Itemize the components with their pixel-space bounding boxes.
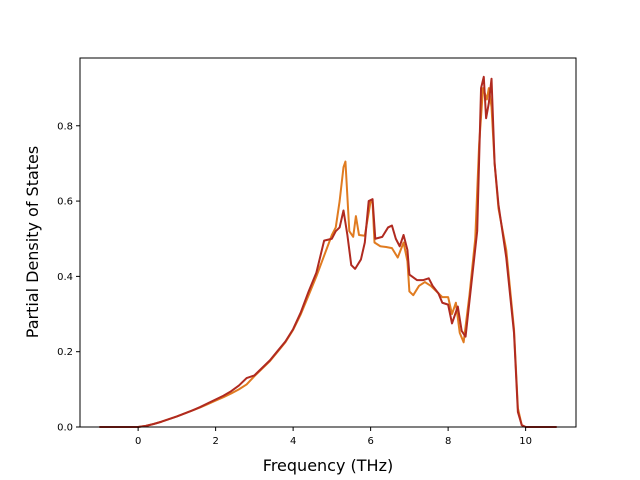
series-line-2: [99, 75, 557, 428]
plot-frame: [79, 57, 577, 428]
x-axis-label: Frequency (THz): [263, 456, 393, 475]
y-axis-ticks: 0.0 0.2 0.4 0.6 0.8: [57, 121, 80, 434]
y-tick-label: 0.0: [57, 423, 73, 434]
x-tick-label: 6: [367, 436, 373, 447]
y-axis-label: Partial Density of States: [23, 146, 42, 338]
x-axis-ticks: 0 2 4 6 8 10: [135, 427, 532, 447]
y-tick-label: 0.2: [57, 347, 73, 358]
x-tick-label: 2: [212, 436, 218, 447]
x-tick-label: 8: [445, 436, 451, 447]
x-tick-label: 4: [290, 436, 296, 447]
y-tick-label: 0.6: [57, 197, 73, 208]
x-tick-label: 0: [135, 436, 141, 447]
y-tick-label: 0.4: [57, 272, 73, 283]
series-layer: [99, 75, 557, 428]
y-tick-label: 0.8: [57, 121, 73, 132]
x-tick-label: 10: [519, 436, 532, 447]
